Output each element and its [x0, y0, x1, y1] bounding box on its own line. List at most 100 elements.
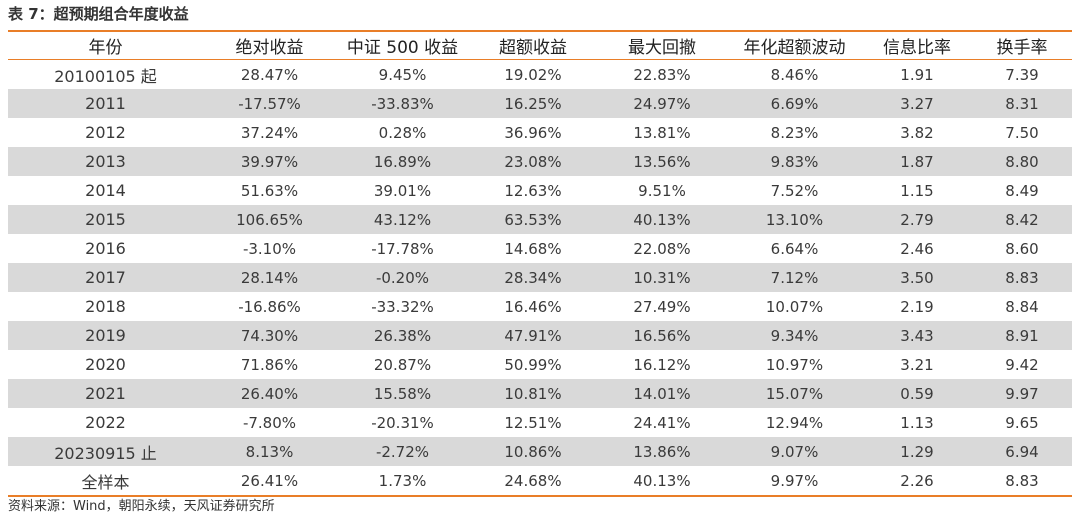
excess-return-cell: 23.08%: [469, 147, 597, 176]
year-cell: 2012: [85, 123, 126, 142]
table-row: 20230915 止 8.13% -2.72% 10.86% 13.86% 9.07% 1.…: [8, 437, 1072, 466]
col-header-max-drawdown: 最大回撤: [597, 32, 727, 60]
csi500-return-cell: 26.38%: [336, 321, 469, 350]
information-ratio-cell: 2.19: [900, 297, 934, 316]
excess-volatility-cell: 12.94%: [765, 413, 824, 432]
max-drawdown-cell: 13.81%: [633, 123, 691, 142]
csi500-return-cell: 9.45%: [378, 65, 427, 84]
excess-return-cell: 12.51%: [504, 413, 562, 432]
information-ratio-cell: 3.27: [862, 89, 972, 118]
information-ratio-cell: 0.59: [862, 379, 972, 408]
year-cell: 2015: [8, 205, 203, 234]
year-cell: 2022: [85, 413, 126, 432]
max-drawdown-cell: 9.51%: [638, 181, 686, 200]
year-cell: 20100105 起: [54, 66, 157, 86]
table-row: 2014 51.63% 39.01% 12.63% 9.51% 7.52% 1.15 8.49: [8, 176, 1072, 205]
absolute-return-cell: 8.13%: [203, 437, 336, 466]
excess-volatility-cell: 10.97%: [765, 355, 824, 374]
absolute-return-cell: -16.86%: [238, 297, 301, 316]
table-row: 2015 106.65% 43.12% 63.53% 40.13% 13.10% 2.79 8…: [8, 205, 1072, 234]
turnover-cell: 9.42: [1005, 355, 1039, 374]
excess-volatility-cell: 6.69%: [727, 89, 862, 118]
information-ratio-cell: 3.43: [862, 321, 972, 350]
turnover-cell: 7.39: [1005, 65, 1039, 84]
absolute-return-cell: 28.14%: [203, 263, 336, 292]
top-rule: [8, 30, 1072, 32]
information-ratio-cell: 2.26: [862, 466, 972, 497]
max-drawdown-cell: 14.01%: [597, 379, 727, 408]
max-drawdown-cell: 40.13%: [597, 466, 727, 497]
absolute-return-cell: 51.63%: [240, 181, 299, 200]
absolute-return-cell: -3.10%: [242, 239, 297, 258]
csi500-return-cell: -17.78%: [371, 239, 434, 258]
csi500-return-cell: 43.12%: [336, 205, 469, 234]
excess-return-cell: 10.81%: [469, 379, 597, 408]
csi500-return-cell: 20.87%: [373, 355, 432, 374]
table-row: 2021 26.40% 15.58% 10.81% 14.01% 15.07% 0.59 9.…: [8, 379, 1072, 408]
col-header-information-ratio: 信息比率: [862, 32, 972, 60]
max-drawdown-cell: 13.56%: [597, 147, 727, 176]
absolute-return-cell: 37.24%: [240, 123, 299, 142]
absolute-return-cell: -17.57%: [203, 89, 336, 118]
information-ratio-cell: 2.79: [862, 205, 972, 234]
excess-return-cell: 19.02%: [504, 65, 562, 84]
col-header-year: 年份: [8, 32, 203, 60]
absolute-return-cell: 39.97%: [203, 147, 336, 176]
information-ratio-cell: 1.29: [862, 437, 972, 466]
excess-volatility-cell: 8.23%: [770, 123, 819, 142]
max-drawdown-cell: 10.31%: [597, 263, 727, 292]
year-cell: 2013: [8, 147, 203, 176]
year-cell: 2018: [85, 297, 126, 316]
year-cell: 2014: [85, 181, 126, 200]
table-row: 2012 37.24% 0.28% 36.96% 13.81% 8.23% 3.82 7.50: [8, 118, 1072, 147]
table-row: 2022 -7.80% -20.31% 12.51% 24.41% 12.94% 1.13 9…: [8, 408, 1072, 437]
max-drawdown-cell: 22.08%: [633, 239, 691, 258]
turnover-cell: 8.49: [1005, 181, 1039, 200]
year-cell: 全样本: [8, 466, 203, 497]
year-cell: 2019: [8, 321, 203, 350]
year-cell: 2021: [8, 379, 203, 408]
excess-volatility-cell: 9.83%: [727, 147, 862, 176]
table-row: 全样本 26.41% 1.73% 24.68% 40.13% 9.97% 2.26 8.83: [8, 466, 1072, 497]
csi500-return-cell: 16.89%: [336, 147, 469, 176]
excess-volatility-cell: 9.97%: [727, 466, 862, 497]
csi500-return-cell: 1.73%: [336, 466, 469, 497]
turnover-cell: 8.91: [972, 321, 1072, 350]
information-ratio-cell: 3.21: [900, 355, 934, 374]
absolute-return-cell: 26.40%: [203, 379, 336, 408]
turnover-cell: 8.60: [1005, 239, 1039, 258]
turnover-cell: 7.50: [1005, 123, 1039, 142]
information-ratio-cell: 3.82: [900, 123, 934, 142]
absolute-return-cell: -7.80%: [242, 413, 297, 432]
col-header-absolute-return: 绝对收益: [203, 32, 336, 60]
excess-return-cell: 16.25%: [469, 89, 597, 118]
information-ratio-cell: 3.50: [862, 263, 972, 292]
turnover-cell: 8.83: [972, 466, 1072, 497]
excess-return-cell: 14.68%: [504, 239, 562, 258]
absolute-return-cell: 74.30%: [203, 321, 336, 350]
source-note: 资料来源：Wind，朝阳永续，天风证券研究所: [8, 499, 275, 514]
information-ratio-cell: 1.13: [900, 413, 934, 432]
excess-return-cell: 50.99%: [504, 355, 562, 374]
turnover-cell: 9.65: [1005, 413, 1039, 432]
year-cell: 2016: [85, 239, 126, 258]
excess-return-cell: 12.63%: [504, 181, 562, 200]
excess-return-cell: 16.46%: [504, 297, 562, 316]
turnover-cell: 6.94: [972, 437, 1072, 466]
excess-volatility-cell: 8.46%: [770, 65, 819, 84]
turnover-cell: 8.31: [972, 89, 1072, 118]
information-ratio-cell: 1.87: [862, 147, 972, 176]
col-header-excess-return: 超额收益: [469, 32, 597, 60]
table-row: 2018 -16.86% -33.32% 16.46% 27.49% 10.07% 2.19…: [8, 292, 1072, 321]
excess-return-cell: 28.34%: [469, 263, 597, 292]
table-body: 20100105 起 28.47% 9.45% 19.02% 22.83% 8.46% 1.…: [8, 60, 1072, 497]
table-row: 2016 -3.10% -17.78% 14.68% 22.08% 6.64% 2.46 8.…: [8, 234, 1072, 263]
absolute-return-cell: 26.41%: [203, 466, 336, 497]
turnover-cell: 8.42: [972, 205, 1072, 234]
excess-volatility-cell: 10.07%: [765, 297, 824, 316]
year-cell: 2011: [8, 89, 203, 118]
excess-return-cell: 47.91%: [469, 321, 597, 350]
absolute-return-cell: 28.47%: [240, 65, 299, 84]
turnover-cell: 8.83: [972, 263, 1072, 292]
table-row: 20100105 起 28.47% 9.45% 19.02% 22.83% 8.46% 1.…: [8, 60, 1072, 90]
